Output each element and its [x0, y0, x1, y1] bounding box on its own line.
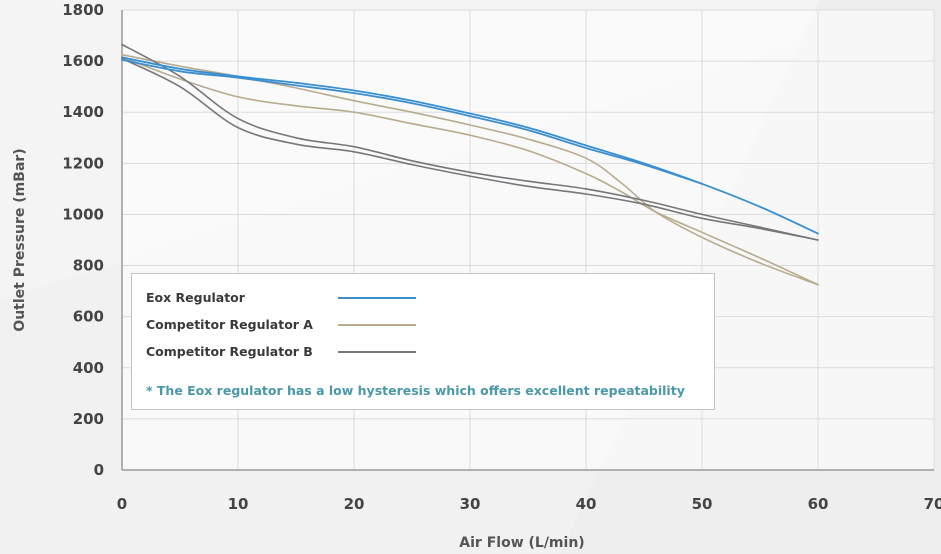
x-tick-label: 50 — [692, 495, 713, 513]
legend-swatch-eox — [338, 296, 416, 299]
y-tick-label: 1400 — [62, 103, 104, 121]
legend-label-competitor-b: Competitor Regulator B — [146, 344, 313, 359]
legend-label-eox: Eox Regulator — [146, 290, 245, 305]
legend-swatch-competitor-b — [338, 350, 416, 353]
legend-item-competitor-a: Competitor Regulator A — [146, 317, 416, 332]
series-line-eox-regulator-lower — [121, 58, 703, 185]
x-tick-label: 20 — [344, 495, 365, 513]
legend-swatch-competitor-a — [338, 323, 416, 326]
x-axis-title: Air Flow (L/min) — [459, 535, 584, 551]
x-tick-label: 0 — [117, 495, 127, 513]
y-tick-label: 400 — [73, 359, 104, 377]
y-tick-label: 1800 — [62, 1, 104, 19]
x-tick-label: 40 — [576, 495, 597, 513]
y-tick-label: 600 — [73, 308, 104, 326]
y-tick-labels: 0 200 400 600 800 1000 1200 1400 1600 1800 — [62, 1, 104, 479]
chart-legend: Eox Regulator Competitor Regulator A Com… — [131, 273, 715, 410]
legend-item-eox: Eox Regulator — [146, 290, 416, 305]
series-line-competitor-regulator-b-lower — [121, 57, 819, 241]
x-tick-labels: 0 10 20 30 40 50 60 70 — [117, 495, 941, 513]
legend-label-competitor-a: Competitor Regulator A — [146, 317, 313, 332]
x-tick-label: 70 — [924, 495, 941, 513]
y-tick-label: 1200 — [62, 154, 104, 172]
y-tick-label: 800 — [73, 257, 104, 275]
y-tick-label: 200 — [73, 410, 104, 428]
legend-item-competitor-b: Competitor Regulator B — [146, 344, 416, 359]
series-line-competitor-regulator-b-upper — [121, 43, 819, 241]
x-tick-label: 60 — [808, 495, 829, 513]
axes — [121, 10, 934, 471]
series-line-competitor-regulator-a-lower — [121, 56, 819, 286]
x-tick-label: 10 — [228, 495, 249, 513]
y-axis-title: Outlet Pressure (mBar) — [12, 148, 28, 331]
y-tick-label: 0 — [94, 461, 104, 479]
hysteresis-note: * The Eox regulator has a low hysteresis… — [146, 383, 685, 398]
y-tick-label: 1000 — [62, 205, 104, 223]
x-tick-label: 30 — [460, 495, 481, 513]
y-tick-label: 1600 — [62, 52, 104, 70]
series-lines — [121, 43, 819, 286]
